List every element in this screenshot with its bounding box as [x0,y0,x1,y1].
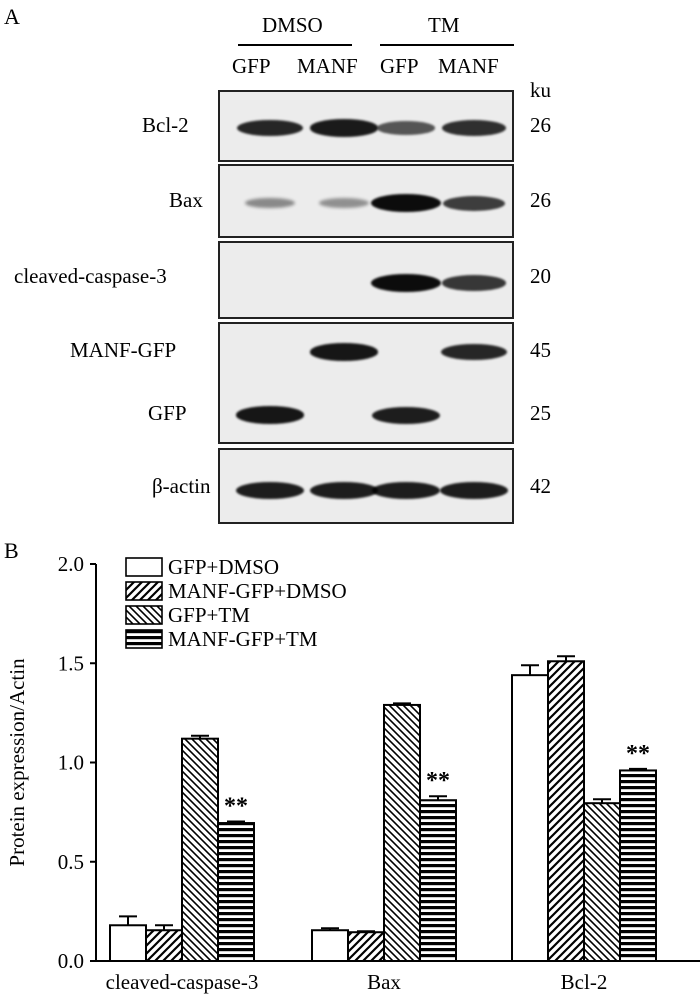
y-tick-label: 0.5 [58,850,84,874]
ku-value-cleaved-caspase-3: 20 [530,264,551,288]
ku-value-manf-gfp: 45 [530,338,551,362]
band-bcl-2-lane-1 [236,119,304,137]
bar [145,929,183,963]
ku-value-bax: 26 [530,188,551,212]
band-bcl-2-lane-3 [376,121,436,135]
band-cleaved-caspase-3-lane-3 [371,274,441,292]
significance-marker: ** [426,768,450,794]
bar [217,822,255,963]
legend-swatch [125,557,163,577]
legend-swatch [125,605,163,625]
panel-b-letter: B [4,538,19,563]
blot-box [218,448,514,524]
blot-box [218,241,514,319]
panel-a-letter: A [4,4,20,29]
band-actin-lane-2 [310,481,378,499]
blot-row-label-manf-gfp: MANF-GFP [70,338,177,362]
blot-box [218,322,514,444]
band-cleaved-caspase-3-lane-4 [442,275,506,291]
bar [347,931,385,962]
band-actin-lane-3 [372,481,440,499]
blot-row-label-bcl-2: Bcl-2 [142,113,189,137]
bar [383,703,421,962]
legend-label: GFP+TM [168,603,250,627]
blot-box [218,90,514,162]
y-tick-label: 2.0 [58,552,84,576]
significance-marker: ** [626,741,650,767]
bar [511,674,549,962]
ku-value-bcl-2: 26 [530,113,551,137]
band-actin-lane-4 [440,481,508,499]
band-bax-lane-2 [319,198,369,208]
ku-value-actin: 42 [530,474,551,498]
band-gfp-lane-3 [372,406,440,424]
legend-swatch [125,629,163,649]
lane-label-manf-dmso: MANF [297,54,358,78]
group-label-tm: TM [428,13,460,37]
bar [419,799,457,962]
lane-label-gfp-tm: GFP [380,54,419,78]
y-tick-label: 1.0 [58,751,84,775]
legend-label: GFP+DMSO [168,555,279,579]
y-tick-label: 1.5 [58,651,84,675]
band-manf-gfp-lane-2 [309,343,379,361]
bar [547,660,585,962]
lane-label-manf-tm: MANF [438,54,499,78]
legend-label: MANF-GFP+TM [168,627,318,651]
bar [311,929,349,963]
band-bax-lane-1 [244,197,296,209]
band-actin-lane-1 [236,481,304,499]
bar [109,924,147,962]
blot-row-label-gfp: GFP [148,401,187,425]
lane-label-gfp-dmso: GFP [232,54,271,78]
category-label: Bcl-2 [561,970,608,994]
bar [181,737,219,962]
ku-unit-label: ku [530,78,551,102]
y-tick-label: 0.0 [58,949,84,973]
legend-label: MANF-GFP+DMSO [168,579,347,603]
category-label: cleaved-caspase-3 [106,970,259,994]
group-label-dmso: DMSO [262,13,323,37]
y-axis-title: Protein expression/Actin [5,658,29,867]
band-bcl-2-lane-2 [310,119,378,137]
band-gfp-lane-1 [235,406,305,424]
blot-row-label-cleaved-caspase-3: cleaved-caspase-3 [14,264,167,288]
blot-row-label-bax: Bax [169,188,203,212]
band-bcl-2-lane-4 [441,120,507,136]
ku-value-gfp: 25 [530,401,551,425]
group-underline-dmso [238,44,352,46]
blot-row-label-actin: β-actin [152,474,211,498]
blot-box [218,164,514,238]
group-underline-tm [380,44,514,46]
band-bax-lane-4 [442,195,506,211]
bar [583,802,621,962]
bar [619,769,657,962]
category-label: Bax [367,970,401,994]
significance-marker: ** [224,793,248,819]
band-manf-gfp-lane-4 [440,343,508,361]
legend-swatch [125,581,163,601]
band-bax-lane-3 [371,194,441,212]
